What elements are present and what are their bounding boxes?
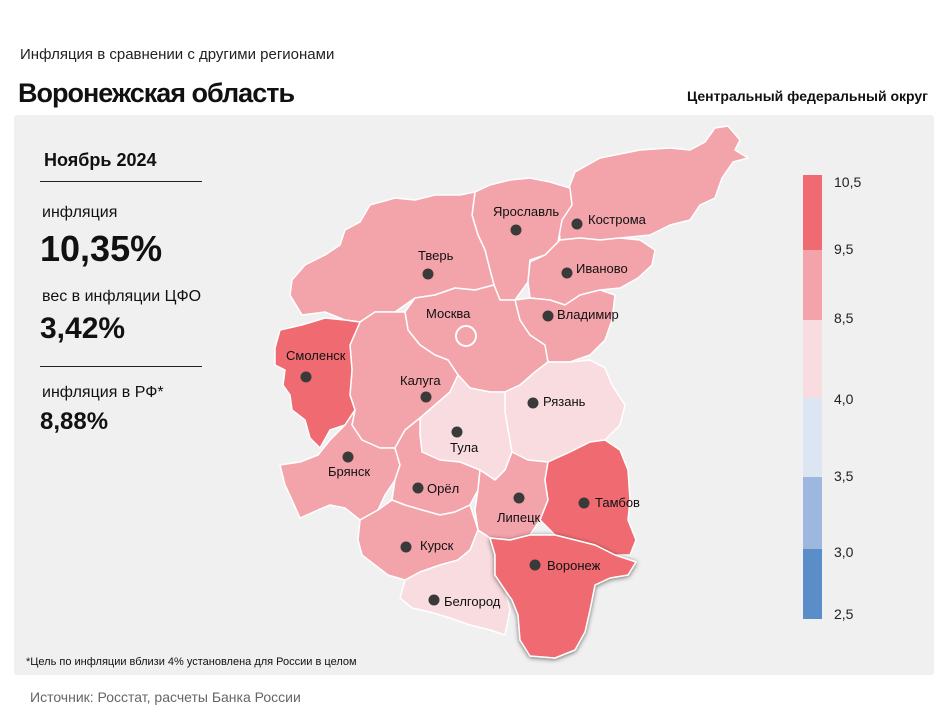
legend-bin-2 bbox=[803, 477, 822, 549]
period-label: Ноябрь 2024 bbox=[44, 150, 157, 170]
city-label-kursk: Курск bbox=[420, 538, 454, 553]
city-marker-smolensk bbox=[300, 371, 312, 383]
district-label: Центральный федеральный округ bbox=[686, 88, 928, 104]
city-marker-bryansk bbox=[342, 451, 354, 463]
city-marker-belgorod bbox=[428, 594, 440, 606]
city-label-lipetsk: Липецк bbox=[497, 510, 541, 525]
region-smolensk[interactable] bbox=[274, 317, 361, 449]
legend-label-10-5: 10,5 bbox=[834, 174, 862, 190]
city-marker-tver bbox=[422, 268, 434, 280]
city-marker-tula bbox=[451, 426, 463, 438]
city-marker-voronezh bbox=[529, 559, 541, 571]
weight-value: 3,42% bbox=[40, 312, 126, 345]
region-bryansk[interactable] bbox=[279, 409, 401, 521]
city-marker-kaluga bbox=[420, 391, 432, 403]
page-title: Воронежская область bbox=[18, 78, 295, 108]
region-voronezh[interactable] bbox=[489, 534, 637, 659]
legend-bin-5 bbox=[803, 250, 822, 320]
rf-inflation-value: 8,88% bbox=[40, 408, 109, 435]
city-label-moskva: Москва bbox=[426, 306, 471, 321]
map-labels: Ярославль Кострома Тверь Иваново Москва Влади… bbox=[286, 204, 647, 609]
region-tambov[interactable] bbox=[539, 439, 637, 556]
legend-label-3-5: 3,5 bbox=[834, 468, 854, 484]
region-vladimir[interactable] bbox=[514, 289, 616, 363]
city-label-tula: Тула bbox=[450, 440, 479, 455]
city-marker-yaroslavl bbox=[510, 224, 522, 236]
source-note: Источник: Росстат, расчеты Банка России bbox=[30, 689, 301, 705]
region-kostroma[interactable] bbox=[557, 125, 749, 241]
city-label-orel: Орёл bbox=[427, 481, 459, 496]
divider-bottom bbox=[40, 366, 202, 367]
city-marker-ryazan bbox=[527, 397, 539, 409]
legend-label-9-5: 9,5 bbox=[834, 241, 854, 257]
city-label-belgorod: Белгород bbox=[444, 594, 501, 609]
city-label-kostroma: Кострома bbox=[588, 212, 647, 227]
city-marker-kostroma bbox=[571, 218, 583, 230]
city-label-ryazan: Рязань bbox=[543, 394, 586, 409]
city-label-tver: Тверь bbox=[418, 248, 454, 263]
city-label-bryansk: Брянск bbox=[328, 464, 370, 479]
region-lipetsk[interactable] bbox=[474, 451, 549, 541]
city-marker-tambov bbox=[578, 497, 590, 509]
legend-bin-1 bbox=[803, 549, 822, 619]
city-label-voronezh: Воронеж bbox=[547, 558, 601, 573]
legend-label-2-5: 2,5 bbox=[834, 606, 854, 622]
city-marker-ivanovo bbox=[561, 267, 573, 279]
moskva-city-marker bbox=[455, 325, 477, 347]
city-label-kaluga: Калуга bbox=[400, 373, 441, 388]
city-label-vladimir: Владимир bbox=[557, 307, 619, 322]
footnote: *Цель по инфляции вблизи 4% установлена … bbox=[26, 656, 357, 668]
region-ivanovo[interactable] bbox=[527, 237, 656, 306]
city-label-ivanovo: Иваново bbox=[576, 261, 628, 276]
legend-label-8-5: 8,5 bbox=[834, 310, 854, 326]
weight-label: вес в инфляции ЦФО bbox=[42, 288, 202, 305]
city-label-yaroslavl: Ярославль bbox=[493, 204, 559, 219]
legend-bin-3 bbox=[803, 398, 822, 477]
inflation-label: инфляция bbox=[42, 204, 118, 221]
legend-bin-6 bbox=[803, 175, 822, 250]
city-marker-lipetsk bbox=[513, 492, 525, 504]
rf-inflation-label: инфляция в РФ* bbox=[42, 384, 164, 401]
city-marker-kursk bbox=[400, 541, 412, 553]
divider-top bbox=[40, 181, 202, 182]
city-marker-orel bbox=[412, 482, 424, 494]
city-marker-vladimir bbox=[542, 310, 554, 322]
page-subtitle: Инфляция в сравнении с другими регионами bbox=[20, 46, 335, 63]
city-label-tambov: Тамбов bbox=[595, 495, 640, 510]
legend-bin-4 bbox=[803, 320, 822, 398]
inflation-value: 10,35% bbox=[40, 228, 163, 269]
legend-label-4-0: 4,0 bbox=[834, 391, 854, 407]
legend-label-3-0: 3,0 bbox=[834, 544, 854, 560]
city-label-smolensk: Смоленск bbox=[286, 348, 346, 363]
